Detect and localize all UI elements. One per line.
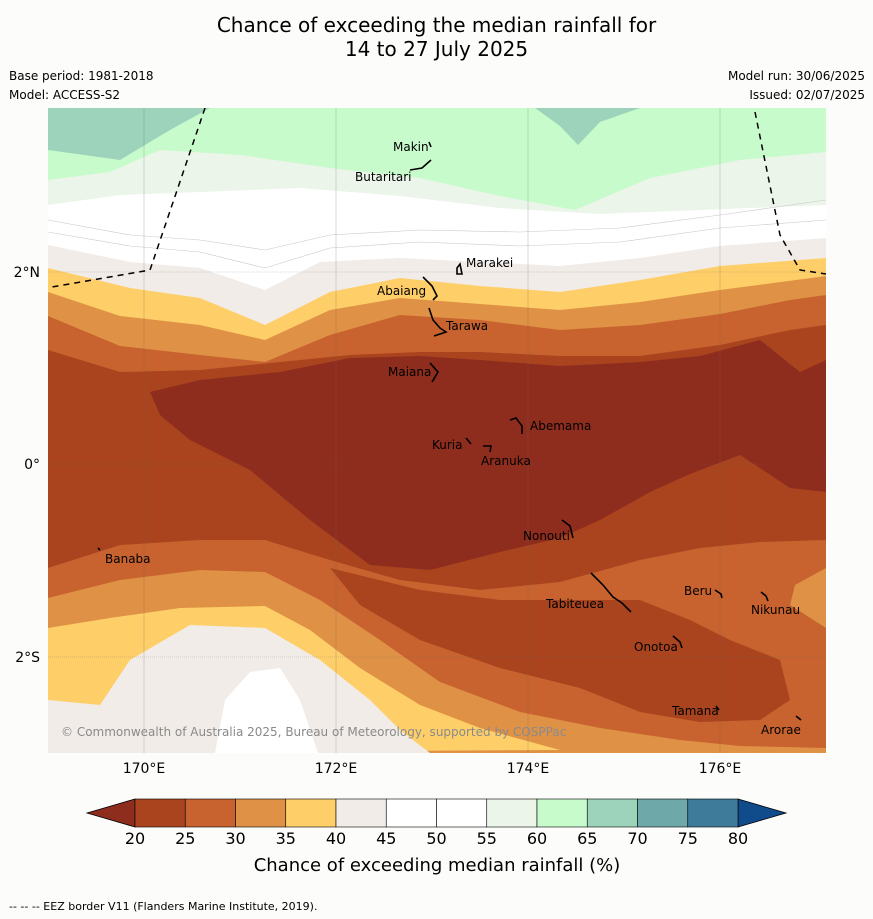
island-makin — [428, 141, 432, 148]
colorbar-tick-label: 65 — [577, 829, 597, 848]
label-onotoa: Onotoa — [634, 640, 678, 654]
colorbar-tick-label: 80 — [728, 829, 748, 848]
colorbar-label: Chance of exceeding median rainfall (%) — [254, 855, 621, 876]
island-nonouti — [561, 519, 574, 539]
island-marakei — [456, 262, 463, 275]
island-abaiang — [422, 276, 438, 301]
colorbar-tick-label: 25 — [175, 829, 195, 848]
island-onotoa — [672, 635, 683, 649]
model-run-date: Model run: 30/06/2025 — [727, 69, 865, 83]
label-abaiang: Abaiang — [377, 284, 426, 298]
lat-label-0: 0° — [24, 457, 40, 473]
lon-label-172e: 172°E — [315, 761, 358, 777]
colorbar-tick-label: 50 — [426, 829, 446, 848]
label-nonouti: Nonouti — [523, 529, 570, 543]
colorbar-cell — [134, 798, 186, 828]
colorbar-cell — [335, 798, 387, 828]
colorbar-tick-label: 70 — [627, 829, 647, 848]
label-tarawa: Tarawa — [445, 319, 488, 333]
label-marakei: Marakei — [466, 256, 513, 270]
model-name: Model: ACCESS-S2 — [9, 88, 121, 102]
island-kuria — [465, 437, 472, 445]
contour-20-25-south — [330, 568, 790, 722]
colorbar-tick-label: 20 — [125, 829, 145, 848]
colorbar-cell — [436, 798, 488, 828]
colorbar-cell — [687, 798, 739, 828]
graticule — [48, 108, 826, 753]
colorbar-tick-label: 60 — [527, 829, 547, 848]
label-makin: Makin — [393, 140, 429, 154]
chart-title-line2: 14 to 27 July 2025 — [344, 37, 529, 61]
eez-border-east — [754, 111, 826, 275]
lat-label-2s: 2°S — [15, 650, 40, 666]
colorbar-tick-label: 55 — [477, 829, 497, 848]
contour-below-20 — [150, 340, 826, 570]
island-aranuka — [483, 445, 492, 453]
contour-30-35-se — [790, 568, 826, 628]
colorbar-above-arrow — [737, 798, 788, 828]
island-arorae — [795, 715, 802, 721]
label-kuria: Kuria — [432, 438, 463, 452]
label-banaba: Banaba — [105, 552, 151, 566]
colorbar-cell — [285, 798, 337, 828]
island-abemama — [509, 417, 523, 434]
colorbar-tick-label: 40 — [326, 829, 346, 848]
label-arorae: Arorae — [761, 723, 801, 737]
lon-label-174e: 174°E — [507, 761, 550, 777]
label-abemama: Abemama — [530, 419, 591, 433]
label-aranuka: Aranuka — [481, 454, 531, 468]
island-banaba — [97, 547, 101, 551]
island-maiana — [429, 362, 439, 383]
contour-60-65 — [48, 108, 826, 210]
probability-contours: Makin Butaritari Marakei Abaiang Tarawa … — [48, 108, 826, 753]
contour-45-50-south — [215, 668, 318, 753]
island-beru — [714, 589, 723, 599]
issued-date: Issued: 02/07/2025 — [749, 88, 865, 102]
colorbar-tick-label: 75 — [678, 829, 698, 848]
contour-65-70 — [48, 108, 210, 160]
island-tamana — [715, 705, 720, 711]
base-period: Base period: 1981-2018 — [9, 69, 154, 83]
colorbar-below-arrow — [85, 798, 136, 828]
island-tabiteuea — [590, 572, 632, 613]
label-tabiteuea: Tabiteuea — [545, 597, 604, 611]
colorbar: 20 25 30 35 40 45 50 55 60 65 70 75 80 Chance of exc… — [85, 798, 788, 876]
label-butaritari: Butaritari — [355, 170, 412, 184]
contour-65-70-east — [535, 108, 640, 145]
label-beru: Beru — [684, 584, 712, 598]
colorbar-cell — [637, 798, 689, 828]
colorbar-tick-label: 30 — [225, 829, 245, 848]
label-nikunau: Nikunau — [751, 603, 800, 617]
eez-footer-note: -- -- -- EEZ border V11 (Flanders Marine… — [9, 900, 318, 913]
colorbar-cell — [586, 798, 638, 828]
colorbar-tick-label: 35 — [276, 829, 296, 848]
latitude-labels: 2°N 0° 2°S — [14, 265, 41, 666]
copyright-notice: © Commonwealth of Australia 2025, Bureau… — [61, 725, 566, 739]
label-maiana: Maiana — [388, 365, 431, 379]
island-nikunau — [760, 591, 769, 602]
lon-label-176e: 176°E — [699, 761, 742, 777]
island-labels: Makin Butaritari Marakei Abaiang Tarawa … — [105, 140, 801, 737]
colorbar-cell — [536, 798, 588, 828]
lon-label-170e: 170°E — [123, 761, 166, 777]
lat-label-2n: 2°N — [14, 265, 40, 281]
island-tarawa — [428, 307, 448, 337]
islands — [97, 141, 802, 721]
colorbar-tick-label: 45 — [376, 829, 396, 848]
colorbar-cell — [486, 798, 538, 828]
island-butaritari — [409, 159, 432, 171]
chart-title-line1: Chance of exceeding the median rainfall … — [216, 13, 657, 37]
colorbar-cell — [385, 798, 437, 828]
eez-border — [51, 108, 206, 288]
label-tamana: Tamana — [671, 704, 719, 718]
colorbar-cell — [235, 798, 287, 828]
colorbar-cell — [184, 798, 236, 828]
longitude-labels: 170°E 172°E 174°E 176°E — [123, 761, 742, 777]
